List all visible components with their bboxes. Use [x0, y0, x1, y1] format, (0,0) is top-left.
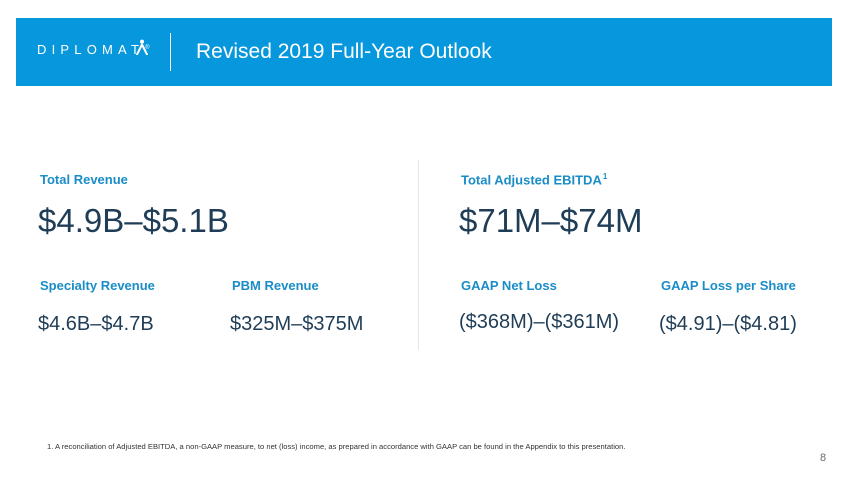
logo-registered-mark: ® — [145, 44, 150, 51]
diplomat-logo: DIPLOMAT® — [37, 42, 150, 57]
header-divider — [170, 33, 171, 71]
adjusted-ebitda-label: Total Adjusted EBITDA1 — [461, 172, 607, 187]
gaap-net-loss-label: GAAP Net Loss — [461, 278, 557, 293]
specialty-revenue-value: $4.6B–$4.7B — [38, 313, 154, 335]
page-number: 8 — [820, 452, 827, 464]
pbm-revenue-label: PBM Revenue — [232, 278, 319, 293]
total-revenue-value: $4.9B–$5.1B — [38, 202, 229, 239]
pbm-revenue-value: $325M–$375M — [230, 313, 364, 335]
page-title: Revised 2019 Full-Year Outlook — [196, 40, 492, 63]
header-bar: DIPLOMAT® Revised 2019 Full-Year Outlook — [16, 18, 832, 86]
logo-text: DIPLOMAT — [37, 42, 145, 57]
specialty-revenue-label: Specialty Revenue — [40, 278, 155, 293]
gaap-net-loss-value: ($368M)–($361M) — [459, 311, 620, 333]
total-revenue-label: Total Revenue — [40, 172, 128, 187]
gaap-loss-per-share-value: ($4.91)–($4.81) — [659, 313, 797, 335]
footnote-ref: 1 — [602, 172, 608, 181]
gaap-loss-per-share-label: GAAP Loss per Share — [661, 278, 796, 293]
column-divider — [418, 160, 419, 350]
adjusted-ebitda-label-text: Total Adjusted EBITDA — [461, 172, 602, 188]
footnote: 1. A reconciliation of Adjusted EBITDA, … — [47, 442, 626, 451]
adjusted-ebitda-value: $71M–$74M — [459, 202, 643, 239]
logo-mark-icon — [136, 39, 148, 55]
